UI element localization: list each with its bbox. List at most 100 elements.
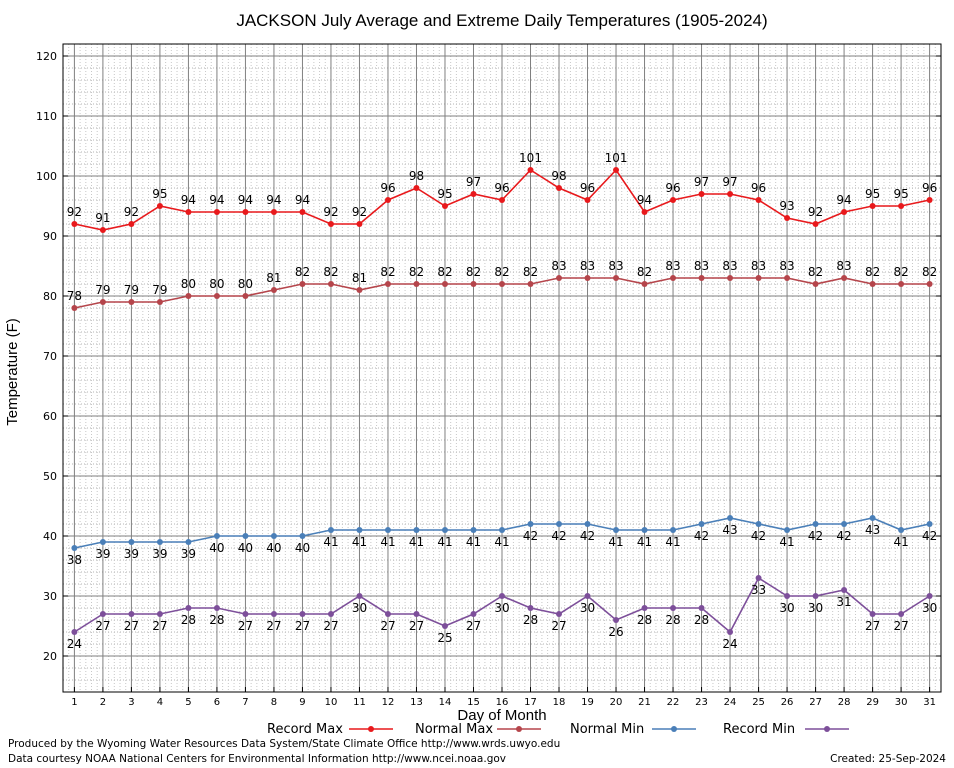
y-tick-label: 100 bbox=[36, 170, 57, 183]
x-tick-label: 17 bbox=[524, 697, 537, 708]
data-label-normal-min: 41 bbox=[409, 535, 424, 549]
data-label-normal-min: 42 bbox=[523, 529, 538, 543]
legend-label-normal-min: Normal Min bbox=[570, 722, 644, 737]
data-label-normal-min: 39 bbox=[124, 547, 139, 561]
data-point-normal-min bbox=[613, 527, 620, 533]
data-point-normal-min bbox=[556, 521, 563, 527]
data-point-normal-max bbox=[156, 299, 163, 305]
data-label-record-max: 95 bbox=[152, 187, 167, 201]
x-tick-label: 1 bbox=[71, 697, 77, 708]
data-label-normal-max: 80 bbox=[181, 277, 196, 291]
data-label-record-min: 30 bbox=[352, 601, 367, 615]
data-point-normal-max bbox=[185, 293, 192, 299]
data-point-record-min bbox=[270, 611, 277, 617]
data-label-record-min: 27 bbox=[152, 619, 167, 633]
data-label-record-min: 27 bbox=[266, 619, 281, 633]
data-label-record-min: 27 bbox=[323, 619, 338, 633]
data-point-record-max bbox=[869, 203, 876, 209]
data-point-record-max bbox=[698, 191, 705, 197]
legend-marker-record-max bbox=[368, 726, 374, 732]
x-tick-label: 30 bbox=[895, 697, 908, 708]
data-label-record-max: 92 bbox=[124, 205, 139, 219]
data-point-record-max bbox=[413, 185, 420, 191]
y-axis-label: Temperature (F) bbox=[4, 318, 21, 426]
x-tick-label: 11 bbox=[353, 697, 366, 708]
data-point-normal-min bbox=[128, 539, 135, 545]
data-label-normal-min: 41 bbox=[665, 535, 680, 549]
data-label-normal-max: 82 bbox=[466, 265, 481, 279]
data-point-record-max bbox=[584, 197, 591, 203]
data-label-normal-min: 41 bbox=[323, 535, 338, 549]
data-point-record-min bbox=[584, 593, 591, 599]
data-point-normal-min bbox=[499, 527, 505, 533]
data-point-record-max bbox=[470, 191, 477, 197]
data-label-normal-min: 39 bbox=[152, 547, 167, 561]
data-label-record-min: 27 bbox=[380, 619, 395, 633]
data-point-record-max bbox=[99, 227, 106, 233]
data-point-normal-min bbox=[413, 527, 420, 533]
x-tick-label: 25 bbox=[752, 697, 765, 708]
data-point-record-min bbox=[698, 605, 705, 611]
data-point-normal-min bbox=[441, 527, 448, 533]
data-label-normal-max: 82 bbox=[865, 265, 880, 279]
data-label-record-min: 27 bbox=[95, 619, 110, 633]
data-point-normal-min bbox=[99, 539, 106, 545]
data-label-record-min: 27 bbox=[124, 619, 139, 633]
y-tick-label: 30 bbox=[43, 590, 57, 603]
data-label-record-min: 28 bbox=[694, 613, 709, 627]
data-point-normal-max bbox=[327, 281, 334, 287]
data-point-normal-min bbox=[698, 521, 705, 527]
y-tick-label: 120 bbox=[36, 50, 57, 63]
data-point-record-min bbox=[898, 611, 905, 617]
legend-marker-record-min bbox=[824, 726, 830, 732]
legend-label-normal-max: Normal Max bbox=[415, 722, 493, 737]
data-point-record-min bbox=[242, 611, 249, 617]
data-point-normal-min bbox=[841, 521, 848, 527]
x-axis-label: Day of Month bbox=[457, 707, 546, 724]
data-point-record-max bbox=[755, 197, 762, 203]
chart-title: JACKSON July Average and Extreme Daily T… bbox=[236, 11, 767, 30]
data-label-normal-max: 82 bbox=[637, 265, 652, 279]
data-point-normal-max bbox=[470, 281, 477, 287]
data-label-normal-max: 79 bbox=[95, 283, 110, 297]
data-label-record-max: 92 bbox=[67, 205, 82, 219]
data-point-normal-min bbox=[213, 533, 220, 539]
data-point-normal-max bbox=[755, 275, 762, 281]
legend-label-record-min: Record Min bbox=[723, 722, 795, 737]
data-label-record-max: 94 bbox=[238, 193, 253, 207]
data-label-normal-max: 79 bbox=[124, 283, 139, 297]
data-point-record-min bbox=[413, 611, 420, 617]
x-tick-label: 14 bbox=[439, 697, 452, 708]
data-label-record-min: 28 bbox=[181, 613, 196, 627]
data-point-record-min bbox=[441, 623, 448, 629]
y-tick-label: 40 bbox=[43, 530, 57, 543]
data-point-record-min bbox=[356, 593, 363, 599]
data-label-record-min: 27 bbox=[238, 619, 253, 633]
data-label-record-min: 28 bbox=[665, 613, 680, 627]
data-point-record-max bbox=[299, 209, 306, 215]
data-label-normal-min: 41 bbox=[352, 535, 367, 549]
data-point-normal-min bbox=[156, 539, 163, 545]
data-point-record-max bbox=[556, 185, 563, 191]
data-label-normal-min: 41 bbox=[380, 535, 395, 549]
data-label-normal-min: 40 bbox=[209, 541, 224, 555]
x-tick-label: 5 bbox=[185, 697, 191, 708]
data-point-record-max bbox=[356, 221, 363, 227]
data-point-normal-min bbox=[270, 533, 277, 539]
data-label-record-max: 97 bbox=[466, 175, 481, 189]
data-point-record-min bbox=[156, 611, 163, 617]
data-label-normal-min: 42 bbox=[751, 529, 766, 543]
data-point-normal-max bbox=[299, 281, 306, 287]
data-point-normal-min bbox=[898, 527, 905, 533]
data-label-normal-max: 83 bbox=[551, 259, 566, 273]
data-label-record-max: 96 bbox=[922, 181, 937, 195]
data-label-record-min: 27 bbox=[295, 619, 310, 633]
data-label-record-max: 97 bbox=[694, 175, 709, 189]
data-label-record-max: 96 bbox=[380, 181, 395, 195]
data-label-record-max: 92 bbox=[352, 205, 367, 219]
data-label-normal-min: 41 bbox=[637, 535, 652, 549]
data-point-normal-max bbox=[698, 275, 705, 281]
data-point-record-max bbox=[727, 191, 734, 197]
series bbox=[71, 167, 933, 635]
data-label-record-max: 96 bbox=[494, 181, 509, 195]
